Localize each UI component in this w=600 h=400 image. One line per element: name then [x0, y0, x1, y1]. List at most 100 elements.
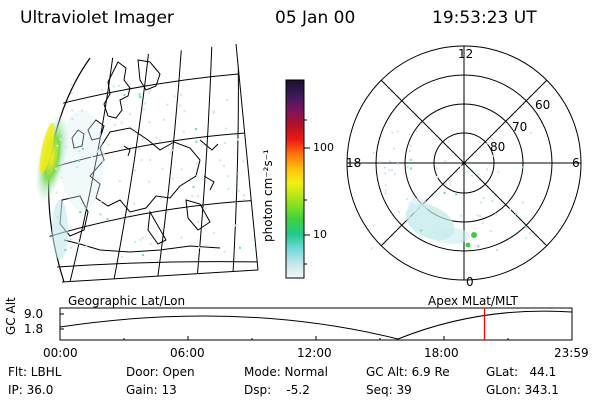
- noise-speck: [77, 241, 80, 244]
- noise-speck: [201, 143, 204, 146]
- noise-speck: [460, 214, 463, 217]
- noise-speck: [384, 172, 387, 175]
- lat-label-70: 70: [512, 120, 528, 134]
- noise-speck: [398, 210, 401, 213]
- noise-speck: [482, 197, 485, 200]
- noise-speck: [70, 83, 73, 86]
- noise-speck: [409, 167, 412, 170]
- noise-speck: [81, 109, 83, 112]
- noise-speck: [491, 155, 494, 158]
- noise-speck: [60, 176, 63, 179]
- lat-label-60: 60: [535, 98, 551, 112]
- date-label: 05 Jan 00: [275, 8, 356, 28]
- info-glat: GLat: 44.1: [486, 365, 557, 379]
- noise-speck: [237, 172, 240, 175]
- noise-speck: [409, 158, 412, 161]
- noise-speck: [444, 160, 447, 163]
- noise-speck: [117, 85, 120, 87]
- noise-speck: [107, 143, 110, 146]
- noise-speck: [102, 152, 105, 155]
- noise-speck: [515, 212, 517, 215]
- noise-speck: [161, 167, 164, 170]
- noise-speck: [183, 110, 186, 113]
- noise-speck: [56, 216, 59, 219]
- noise-speck: [396, 163, 399, 166]
- noise-speck: [410, 203, 413, 206]
- altitude-tick-1-8: 1.8: [24, 322, 44, 336]
- noise-speck: [69, 238, 72, 241]
- noise-speck: [134, 240, 137, 243]
- time-tick-1200: 12:00: [297, 346, 332, 360]
- noise-speck: [227, 187, 230, 190]
- noise-speck: [524, 237, 527, 240]
- noise-speck: [234, 224, 237, 227]
- instrument-title: Ultraviolet Imager: [20, 8, 174, 28]
- noise-speck: [242, 160, 245, 163]
- noise-speck: [179, 104, 181, 107]
- noise-specks-left: [55, 83, 246, 258]
- noise-speck: [243, 194, 246, 197]
- noise-speck: [396, 130, 399, 133]
- noise-speck: [223, 142, 226, 144]
- noise-speck: [171, 177, 174, 180]
- noise-speck: [56, 144, 59, 147]
- noise-speck: [491, 199, 494, 202]
- noise-speck: [149, 243, 152, 246]
- noise-speck: [461, 239, 464, 242]
- noise-speck: [99, 213, 102, 216]
- noise-speck: [140, 159, 143, 162]
- noise-speck: [55, 191, 58, 194]
- mlt-label-18: 18: [346, 156, 362, 170]
- noise-speck: [408, 150, 411, 152]
- noise-speck: [64, 146, 67, 149]
- noise-speck: [139, 238, 142, 241]
- noise-speck: [192, 185, 195, 188]
- noise-speck: [84, 207, 87, 210]
- info-seq: Seq: 39: [366, 383, 412, 397]
- noise-speck: [372, 224, 375, 227]
- noise-speck: [142, 108, 145, 111]
- noise-speck: [147, 91, 150, 94]
- noise-speck: [497, 170, 500, 173]
- mlt-label-12: 12: [458, 47, 474, 61]
- lat-label-80: 80: [490, 140, 506, 154]
- noise-speck: [195, 140, 198, 143]
- noise-speck: [449, 180, 452, 183]
- time-tick-2359: 23:59: [554, 346, 589, 360]
- noise-speck: [227, 175, 230, 178]
- noise-speck: [204, 244, 207, 247]
- geographic-panel-label: Geographic Lat/Lon: [68, 294, 186, 308]
- noise-speck: [97, 150, 100, 153]
- noise-speck: [148, 121, 151, 124]
- noise-speck: [470, 174, 473, 177]
- noise-speck: [205, 207, 208, 210]
- noise-speck: [243, 198, 246, 201]
- noise-speck: [477, 172, 480, 175]
- noise-speck: [99, 201, 102, 203]
- noise-speck: [491, 138, 494, 140]
- time-tick-0600: 06:00: [170, 346, 205, 360]
- apex-panel-label: Apex MLat/MLT: [428, 294, 518, 308]
- noise-speck: [490, 230, 492, 233]
- noise-speck: [170, 149, 173, 152]
- noise-speck: [370, 247, 373, 250]
- noise-speck: [120, 255, 123, 258]
- noise-speck: [75, 166, 78, 168]
- colorbar: [285, 79, 310, 279]
- noise-speck: [140, 96, 143, 99]
- noise-speck: [486, 142, 489, 145]
- noise-speck: [223, 164, 225, 167]
- noise-speck: [436, 176, 439, 178]
- time-label: 19:53:23 UT: [432, 8, 537, 28]
- noise-speck: [379, 160, 382, 163]
- noise-speck: [59, 138, 62, 141]
- polar-plot: [346, 45, 582, 281]
- noise-speck: [85, 245, 88, 248]
- noise-speck: [415, 130, 418, 132]
- noise-speck: [212, 110, 215, 113]
- noise-speck: [384, 166, 387, 169]
- globe-lower-edge: [61, 269, 259, 283]
- noise-speck: [212, 231, 215, 234]
- noise-speck: [195, 128, 198, 130]
